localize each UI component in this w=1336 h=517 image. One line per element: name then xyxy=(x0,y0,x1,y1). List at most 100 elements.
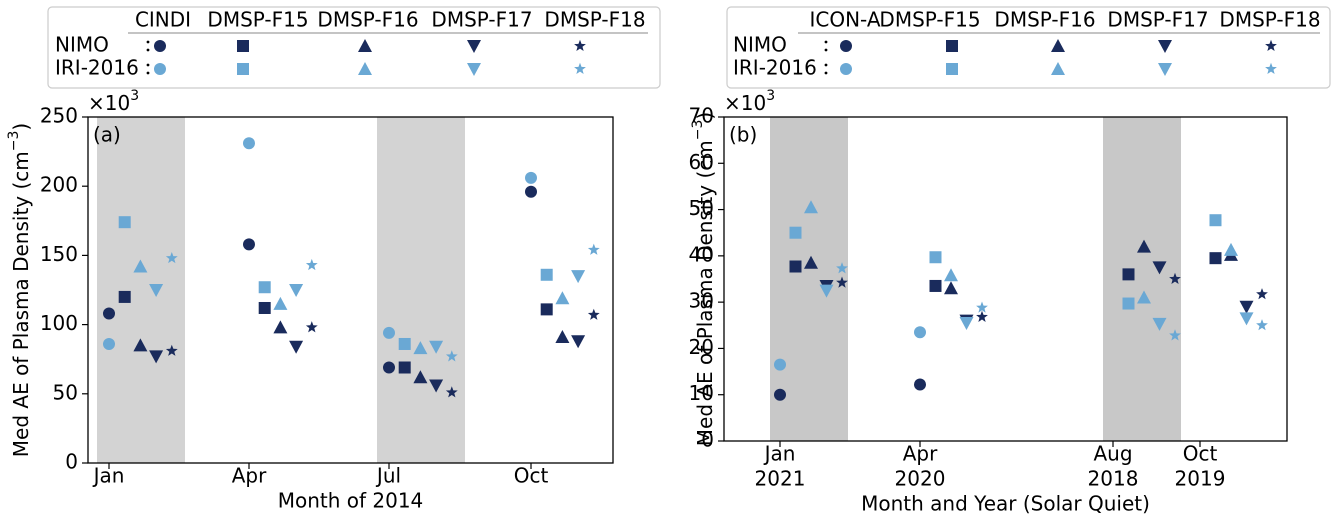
y-tick-label: 100 xyxy=(40,311,78,335)
data-point xyxy=(944,281,958,295)
data-point xyxy=(103,337,115,350)
y-tick-label: 150 xyxy=(40,242,78,266)
legend-marker xyxy=(467,63,481,76)
data-point xyxy=(289,340,304,354)
data-point xyxy=(1239,312,1254,326)
y-tick-label: 50 xyxy=(53,380,78,404)
legend-marker xyxy=(237,63,249,75)
x-tick-label: 2020 xyxy=(895,467,946,491)
legend-column-header: DMSP-F15 xyxy=(879,8,980,32)
data-point xyxy=(1152,261,1167,275)
legend-marker xyxy=(154,63,166,75)
data-point xyxy=(571,270,586,284)
legend-marker xyxy=(574,39,586,52)
x-tick-label: Aug xyxy=(1093,442,1132,466)
y-tick-label: 30 xyxy=(689,289,714,313)
legend-marker xyxy=(237,40,249,52)
legend-column-header: DMSP-F15 xyxy=(207,8,308,32)
data-point xyxy=(804,255,818,269)
x-tick-label: 2021 xyxy=(755,467,806,491)
data-point xyxy=(774,358,786,371)
plot-frame xyxy=(87,116,614,464)
y-axis-label-text: ) xyxy=(693,112,717,120)
data-point xyxy=(525,185,537,198)
y-axis-label-text: Med AE of Plasma Density (cm xyxy=(9,151,33,457)
panel-label: (a) xyxy=(93,123,121,147)
legend-column-header: ICON-A xyxy=(809,8,880,32)
data-point xyxy=(789,260,802,273)
data-point xyxy=(133,338,148,352)
data-point xyxy=(133,259,148,273)
data-point xyxy=(118,290,131,303)
y-multiplier-base: ×10 xyxy=(88,91,130,115)
data-point xyxy=(976,301,988,313)
y-axis-label-exponent: −3 xyxy=(6,131,22,152)
data-point xyxy=(445,350,458,362)
legend-marker xyxy=(154,40,166,52)
legend-row-label: IRI-2016 xyxy=(55,56,139,80)
data-point xyxy=(555,291,570,305)
legend-box xyxy=(726,6,1331,89)
data-point xyxy=(804,200,818,214)
data-point xyxy=(1256,319,1268,331)
y-multiplier-base: ×10 xyxy=(724,91,766,115)
data-point xyxy=(383,361,395,374)
x-tick-label: Oct xyxy=(514,464,549,488)
legend-marker xyxy=(358,62,372,75)
data-point xyxy=(149,284,164,297)
x-axis-label: Month and Year (Solar Quiet) xyxy=(861,492,1150,516)
legend-row-label: NIMO xyxy=(55,33,109,57)
data-point xyxy=(273,320,288,334)
legend-marker xyxy=(840,63,852,75)
y-tick-label: 0 xyxy=(65,450,78,474)
data-point xyxy=(959,316,974,330)
data-point xyxy=(149,350,164,364)
legend-column-header: DMSP-F17 xyxy=(431,8,532,32)
y-multiplier-exponent: 3 xyxy=(130,88,139,104)
data-point xyxy=(243,137,255,150)
legend-row-label: NIMO xyxy=(733,33,787,57)
x-tick-label: Oct xyxy=(1183,442,1218,466)
data-point xyxy=(1169,272,1181,285)
data-point xyxy=(1209,252,1222,265)
data-point xyxy=(383,326,395,339)
data-point xyxy=(836,276,848,288)
legend-colon-dot xyxy=(146,40,150,44)
data-point xyxy=(789,226,802,239)
y-tick-label: 20 xyxy=(689,335,714,359)
legend-colon-dot xyxy=(824,63,828,67)
data-point xyxy=(929,279,942,292)
data-point xyxy=(165,344,178,356)
data-point xyxy=(525,171,537,184)
data-point xyxy=(1209,214,1222,227)
legend-column-header: DMSP-F17 xyxy=(1107,8,1208,32)
data-point xyxy=(587,243,600,255)
legend-column-header: DMSP-F16 xyxy=(994,8,1095,32)
legend-colon-dot xyxy=(824,40,828,44)
data-point xyxy=(398,361,411,374)
panel-label: (b) xyxy=(729,123,757,147)
data-point xyxy=(429,379,444,393)
data-point xyxy=(1122,268,1135,281)
legend-marker xyxy=(1158,63,1172,76)
data-point xyxy=(914,326,926,339)
y-tick-label: 70 xyxy=(689,104,714,128)
legend-column-header: DMSP-F18 xyxy=(1219,8,1320,32)
legend-column-header: CINDI xyxy=(135,8,191,32)
y-axis-label: Med AE of Plasma Density (cm−3) xyxy=(690,112,717,446)
x-tick-label: 2019 xyxy=(1175,467,1226,491)
legend-colon-dot xyxy=(824,48,828,52)
y-tick-label: 60 xyxy=(689,150,714,174)
data-point xyxy=(555,330,570,344)
x-tick-label: Apr xyxy=(232,464,267,488)
data-point xyxy=(1137,290,1151,304)
y-tick-label: 50 xyxy=(689,196,714,220)
data-point xyxy=(165,251,178,264)
data-point xyxy=(103,307,115,320)
y-tick-label: 10 xyxy=(689,381,714,405)
legend-marker xyxy=(358,39,372,52)
x-tick-label: Apr xyxy=(903,442,938,466)
x-tick-label: 2018 xyxy=(1088,467,1139,491)
data-point xyxy=(819,284,834,298)
data-point xyxy=(540,303,553,316)
